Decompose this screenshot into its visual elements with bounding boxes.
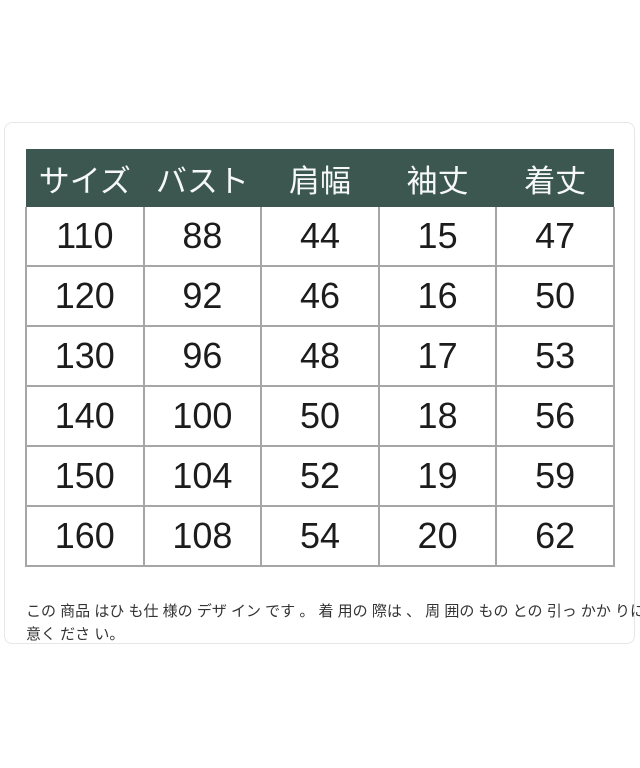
size-table-body: 110 88 44 15 47 120 92 46 16 50 130 96 4… [25, 207, 615, 567]
cell-shoulder: 50 [260, 385, 380, 447]
cell-bust: 104 [142, 445, 263, 507]
note-text: この 商品 はひ も仕 様の デザ イン です 。 着 用の 際は 、 周 囲の… [26, 600, 640, 646]
cell-shoulder: 52 [260, 445, 380, 507]
col-header-sleeve: 袖丈 [378, 149, 497, 207]
size-table-header-row: サイズ バスト 肩幅 袖丈 着丈 [26, 149, 614, 207]
table-row-150: 150 104 52 19 59 [25, 445, 615, 507]
cell-size: 140 [25, 385, 145, 447]
cell-bust: 100 [142, 385, 263, 447]
cell-length: 53 [495, 325, 615, 387]
cell-size: 110 [25, 207, 145, 267]
cell-shoulder: 48 [260, 325, 380, 387]
size-table-header: サイズ バスト 肩幅 袖丈 着丈 [26, 149, 614, 207]
table-row-160: 160 108 54 20 62 [25, 505, 615, 567]
cell-shoulder: 44 [260, 207, 380, 267]
cell-size: 160 [25, 505, 145, 567]
cell-size: 150 [25, 445, 145, 507]
table-row-140: 140 100 50 18 56 [25, 385, 615, 447]
cell-bust: 88 [142, 207, 263, 267]
table-row-120: 120 92 46 16 50 [25, 265, 615, 327]
col-header-length: 着丈 [496, 149, 614, 207]
cell-sleeve: 15 [377, 207, 498, 267]
cell-sleeve: 20 [377, 505, 498, 567]
cell-sleeve: 18 [377, 385, 498, 447]
cell-size: 130 [25, 325, 145, 387]
cell-sleeve: 16 [377, 265, 498, 327]
table-row-110: 110 88 44 15 47 [25, 207, 615, 267]
cell-shoulder: 46 [260, 265, 380, 327]
size-table: サイズ バスト 肩幅 袖丈 着丈 110 88 44 15 47 120 92 [25, 149, 615, 567]
cell-length: 56 [495, 385, 615, 447]
note-line-1: この 商品 はひ も仕 様の デザ イン です 。 着 用の 際は 、 周 囲の… [26, 603, 640, 620]
cell-length: 47 [495, 207, 615, 267]
table-row-130: 130 96 48 17 53 [25, 325, 615, 387]
cell-sleeve: 19 [377, 445, 498, 507]
size-chart-card: サイズ バスト 肩幅 袖丈 着丈 110 88 44 15 47 120 92 [4, 122, 640, 646]
col-header-size: サイズ [26, 149, 144, 207]
cell-length: 59 [495, 445, 615, 507]
cell-size: 120 [25, 265, 145, 327]
cell-length: 50 [495, 265, 615, 327]
cell-bust: 92 [142, 265, 263, 327]
col-header-bust: バスト [143, 149, 262, 207]
note-line-2: 意く ださ い。 [26, 626, 125, 643]
cell-sleeve: 17 [377, 325, 498, 387]
cell-bust: 96 [142, 325, 263, 387]
col-header-shoulder: 肩幅 [261, 149, 379, 207]
cell-bust: 108 [142, 505, 263, 567]
cell-shoulder: 54 [260, 505, 380, 567]
cell-length: 62 [495, 505, 615, 567]
